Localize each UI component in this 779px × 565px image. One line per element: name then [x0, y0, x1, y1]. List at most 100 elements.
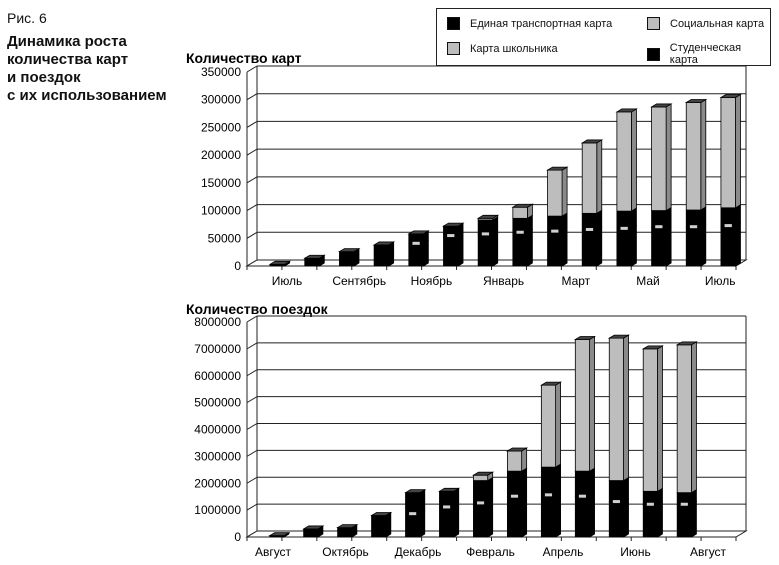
x-tick-label: Декабрь	[395, 545, 442, 559]
y-tick-label: 2000000	[194, 476, 241, 490]
bar-segment	[405, 492, 421, 515]
bar-stack	[268, 531, 291, 538]
gridline-depth	[246, 65, 258, 73]
bar-stack	[303, 254, 326, 267]
bar-segment	[651, 210, 667, 228]
bar-segment	[651, 106, 667, 211]
gridline-depth	[246, 148, 258, 156]
legend-label: Студенческая карта	[669, 42, 742, 66]
bar-side	[492, 230, 499, 267]
legend-item-unified-card: Единая транспортная карта	[447, 17, 612, 30]
bar-side	[631, 225, 637, 267]
bar-stack	[471, 471, 495, 538]
bar-top	[719, 94, 742, 98]
y-tick-label: 350000	[201, 65, 241, 79]
gridline-depth	[246, 120, 258, 128]
bar-side	[657, 501, 663, 538]
bar-side	[596, 226, 603, 267]
bar-segment	[408, 243, 424, 267]
bar-stack	[539, 381, 563, 538]
y-tick-label: 4000000	[194, 423, 241, 437]
bar-side	[385, 511, 392, 538]
bar-stack	[607, 334, 630, 538]
bar-top	[546, 166, 569, 171]
x-tick-label: Июль	[705, 274, 736, 288]
bar-side	[388, 241, 395, 267]
bar-segment	[443, 235, 459, 267]
y-tick-label: 5000000	[194, 396, 241, 410]
bar-top	[675, 341, 698, 346]
bar-top	[476, 214, 500, 219]
y-tick-label: 50000	[208, 231, 242, 245]
bar-stack	[580, 139, 604, 267]
x-tick-label: Январь	[483, 274, 524, 288]
bar-separator	[409, 512, 417, 516]
bar-top	[615, 108, 638, 113]
bar-stack	[615, 108, 638, 267]
bar-separator	[612, 500, 620, 504]
bar-side	[589, 467, 595, 498]
bar-side	[700, 206, 707, 228]
bar-separator	[551, 229, 559, 233]
bar-top	[505, 447, 529, 452]
bar-segment	[303, 528, 319, 538]
bar-stack	[546, 166, 569, 267]
bar-segment	[473, 480, 489, 504]
bar-segment	[337, 527, 353, 538]
bar-stack	[407, 230, 430, 267]
bar-side	[700, 223, 707, 267]
bar-separator	[412, 241, 420, 245]
bar-stack	[337, 247, 361, 267]
x-tick-label: Октябрь	[322, 545, 369, 559]
gridline-depth	[246, 423, 258, 430]
x-tick-label: Июль	[272, 274, 303, 288]
figure-title-line: с их использованием	[7, 87, 167, 104]
bar-segment	[512, 232, 528, 267]
bar-side	[487, 476, 494, 505]
y-tick-label: 300000	[201, 93, 241, 107]
bar-stack	[336, 523, 359, 538]
bar-separator	[516, 230, 524, 234]
bar-segment	[720, 207, 736, 227]
bar-segment	[616, 111, 632, 212]
bar-separator	[578, 494, 586, 498]
bar-top	[438, 487, 461, 492]
gridline-depth	[246, 176, 258, 184]
bar-side	[589, 335, 595, 472]
bar-stack	[268, 260, 292, 267]
bar-segment	[581, 142, 598, 214]
bar-side	[691, 341, 697, 494]
bar-segment	[512, 217, 528, 234]
bar-top	[650, 103, 673, 108]
bar-segment	[540, 466, 557, 496]
bar-side	[419, 488, 426, 515]
figure-title-line: и поездок	[7, 69, 81, 86]
bar-side	[700, 98, 707, 211]
bar-top	[471, 471, 495, 476]
legend-label: Карта школьника	[470, 42, 558, 55]
bar-side	[521, 467, 528, 498]
bar-segment	[547, 215, 563, 233]
gridline-depth	[246, 396, 258, 404]
bar-stack	[511, 203, 534, 267]
bar-separator	[443, 505, 451, 509]
bar-separator	[689, 225, 698, 229]
bar-stack	[719, 93, 742, 267]
bar-side	[623, 476, 629, 503]
gridline-depth	[246, 231, 258, 239]
y-tick-label: 1000000	[194, 503, 241, 517]
figure-number: Рис. 6	[7, 10, 47, 26]
bar-top	[641, 345, 664, 350]
bar-stack	[650, 103, 673, 267]
bar-side	[631, 207, 637, 230]
bar-top	[407, 230, 430, 235]
bar-segment	[439, 490, 455, 508]
bar-segment	[574, 470, 590, 498]
bar-segment	[512, 206, 528, 219]
y-tick-label: 0	[234, 530, 241, 544]
bar-segment	[608, 337, 624, 481]
bar-segment	[685, 102, 702, 211]
bar-segment	[642, 504, 658, 538]
bar-segment	[304, 257, 320, 267]
bar-side	[419, 510, 426, 538]
